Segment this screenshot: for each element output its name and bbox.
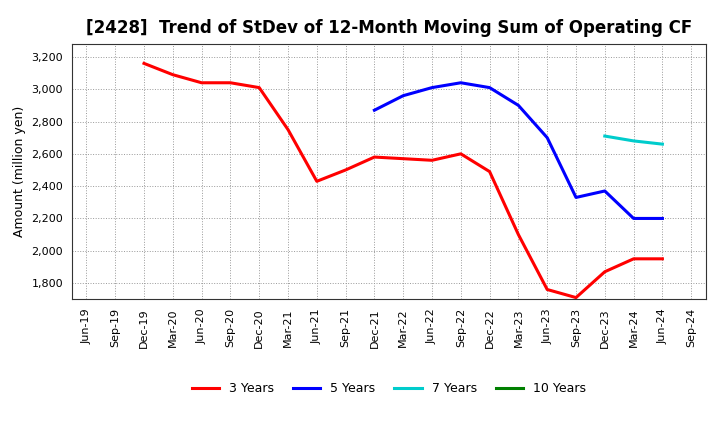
3 Years (600, 269, 609, 275)
3 Years (543, 287, 552, 292)
5 Years (658, 216, 667, 221)
Line: 3 Years: 3 Years (144, 63, 662, 297)
Y-axis label: Amount (million yen): Amount (million yen) (13, 106, 26, 237)
3 Years (658, 256, 667, 261)
5 Years (399, 93, 408, 98)
3 Years (140, 61, 148, 66)
5 Years (514, 103, 523, 108)
7 Years (629, 138, 638, 143)
3 Years (514, 232, 523, 237)
7 Years (658, 142, 667, 147)
3 Years (226, 80, 235, 85)
3 Years (255, 85, 264, 90)
3 Years (197, 80, 206, 85)
Legend: 3 Years, 5 Years, 7 Years, 10 Years: 3 Years, 5 Years, 7 Years, 10 Years (186, 377, 591, 400)
Line: 7 Years: 7 Years (605, 136, 662, 144)
Title: [2428]  Trend of StDev of 12-Month Moving Sum of Operating CF: [2428] Trend of StDev of 12-Month Moving… (86, 19, 692, 37)
3 Years (629, 256, 638, 261)
3 Years (456, 151, 465, 157)
5 Years (543, 135, 552, 140)
5 Years (572, 195, 580, 200)
3 Years (370, 154, 379, 160)
5 Years (370, 108, 379, 113)
5 Years (428, 85, 436, 90)
Line: 5 Years: 5 Years (374, 83, 662, 218)
3 Years (341, 167, 350, 172)
5 Years (629, 216, 638, 221)
5 Years (456, 80, 465, 85)
3 Years (284, 127, 292, 132)
5 Years (485, 85, 494, 90)
3 Years (168, 72, 177, 77)
7 Years (600, 133, 609, 139)
3 Years (485, 169, 494, 174)
5 Years (600, 188, 609, 194)
3 Years (428, 158, 436, 163)
3 Years (399, 156, 408, 161)
3 Years (312, 179, 321, 184)
3 Years (572, 295, 580, 300)
